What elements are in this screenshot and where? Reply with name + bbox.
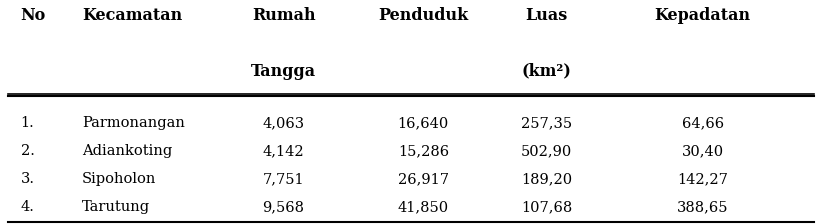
Text: 189,20: 189,20	[521, 172, 572, 186]
Text: 142,27: 142,27	[677, 172, 728, 186]
Text: 7,751: 7,751	[263, 172, 304, 186]
Text: 257,35: 257,35	[521, 116, 572, 130]
Text: No: No	[21, 7, 46, 24]
Text: Tangga: Tangga	[251, 63, 316, 80]
Text: 388,65: 388,65	[677, 200, 728, 215]
Text: Parmonangan: Parmonangan	[82, 116, 185, 130]
Text: Adiankoting: Adiankoting	[82, 144, 173, 159]
Text: 2.: 2.	[21, 144, 35, 159]
Text: 64,66: 64,66	[681, 116, 724, 130]
Text: 502,90: 502,90	[521, 144, 572, 159]
Text: 15,286: 15,286	[398, 144, 449, 159]
Text: 26,917: 26,917	[398, 172, 449, 186]
Text: Kepadatan: Kepadatan	[655, 7, 750, 24]
Text: 107,68: 107,68	[521, 200, 572, 215]
Text: 4,142: 4,142	[263, 144, 304, 159]
Text: 1.: 1.	[21, 116, 35, 130]
Text: 4,063: 4,063	[262, 116, 305, 130]
Text: 9,568: 9,568	[262, 200, 305, 215]
Text: Tarutung: Tarutung	[82, 200, 150, 215]
Text: 4.: 4.	[21, 200, 35, 215]
Text: 30,40: 30,40	[681, 144, 724, 159]
Text: Sipoholon: Sipoholon	[82, 172, 156, 186]
Text: 41,850: 41,850	[398, 200, 449, 215]
Text: (km²): (km²)	[522, 63, 571, 80]
Text: 16,640: 16,640	[398, 116, 449, 130]
Text: 3.: 3.	[21, 172, 35, 186]
Text: Luas: Luas	[525, 7, 568, 24]
Text: Rumah: Rumah	[252, 7, 316, 24]
Text: Kecamatan: Kecamatan	[82, 7, 182, 24]
Text: Penduduk: Penduduk	[378, 7, 469, 24]
